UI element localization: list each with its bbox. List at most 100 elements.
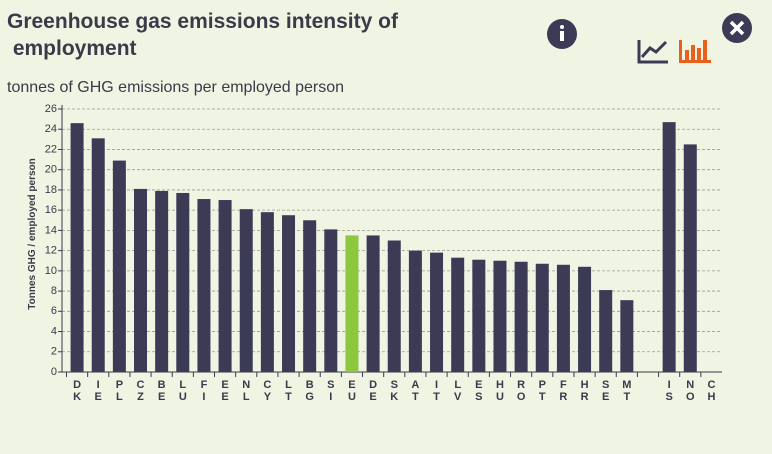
y-tick-label: 16 — [45, 204, 57, 216]
label-letter: D — [73, 379, 81, 391]
label-letter: L — [243, 391, 250, 403]
label-letter: H — [496, 379, 504, 391]
bar — [556, 264, 570, 372]
label-letter: T — [623, 391, 630, 403]
y-tick-label: 6 — [51, 305, 57, 317]
bar — [430, 252, 444, 372]
label-letter: L — [285, 379, 292, 391]
label-letter: H — [707, 391, 715, 403]
label-letter: U — [496, 391, 504, 403]
bar — [408, 250, 422, 372]
bar — [303, 220, 317, 372]
label-letter: I — [668, 379, 671, 391]
y-axis-label: Tonnes GHG / employed person — [27, 158, 38, 310]
label-letter: T — [285, 391, 292, 403]
bar-chart-button[interactable] — [679, 40, 711, 63]
label-letter: N — [686, 379, 694, 391]
bar — [70, 123, 84, 373]
bar — [620, 300, 634, 372]
label-letter: E — [602, 391, 609, 403]
y-tick-label: 14 — [45, 224, 57, 236]
close-button[interactable] — [722, 13, 752, 43]
label-letter: R — [517, 379, 525, 391]
label-letter: E — [95, 391, 102, 403]
bar — [218, 200, 232, 372]
label-letter: N — [242, 379, 250, 391]
label-letter: M — [622, 379, 631, 391]
label-letter: S — [327, 379, 334, 391]
label-letter: E — [348, 379, 355, 391]
bar — [599, 290, 613, 372]
y-tick-label: 0 — [51, 366, 57, 378]
bar — [260, 212, 274, 372]
bar — [239, 209, 253, 372]
label-letter: S — [665, 391, 672, 403]
title-line: employment — [7, 37, 137, 60]
info-button[interactable] — [547, 19, 577, 49]
bar — [514, 261, 528, 372]
bar — [282, 215, 296, 372]
label-letter: E — [158, 391, 165, 403]
bar — [176, 192, 190, 372]
label-letter: E — [369, 391, 376, 403]
label-letter: L — [179, 379, 186, 391]
label-letter: S — [602, 379, 609, 391]
chart-subtitle: tonnes of GHG emissions per employed per… — [7, 79, 344, 96]
label-letter: D — [369, 379, 377, 391]
bar — [91, 138, 105, 372]
bar — [112, 160, 126, 372]
label-letter: I — [435, 379, 438, 391]
label-letter: I — [202, 391, 205, 403]
label-letter: E — [221, 379, 228, 391]
y-tick-label: 22 — [45, 143, 57, 155]
label-letter: Z — [137, 391, 144, 403]
label-letter: G — [305, 391, 314, 403]
label-letter: E — [475, 379, 482, 391]
bar — [134, 188, 148, 372]
label-letter: E — [221, 391, 228, 403]
label-letter: P — [116, 379, 123, 391]
chart-title: Greenhouse gas emissions intensity of em… — [7, 10, 399, 60]
line-chart-button[interactable] — [637, 40, 668, 64]
label-letter: A — [411, 379, 419, 391]
label-letter: F — [201, 379, 208, 391]
label-letter: B — [158, 379, 166, 391]
bar — [472, 259, 486, 372]
label-letter: V — [454, 391, 462, 403]
label-letter: C — [137, 379, 145, 391]
bar — [345, 235, 359, 372]
bar — [451, 257, 465, 372]
label-letter: I — [97, 379, 100, 391]
label-letter: L — [454, 379, 461, 391]
bar — [366, 235, 380, 372]
label-letter: K — [390, 391, 398, 403]
label-letter: U — [348, 391, 356, 403]
